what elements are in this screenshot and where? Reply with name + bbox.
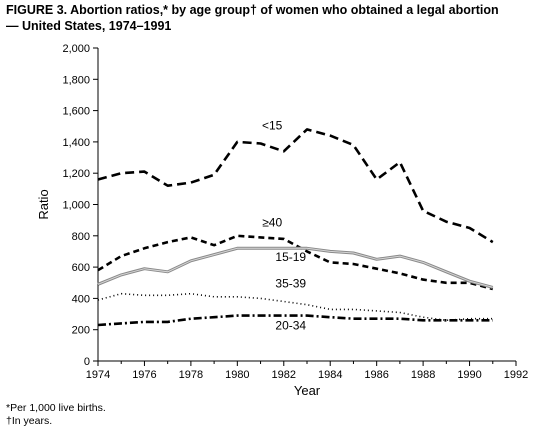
x-tick-label: 1990 (457, 369, 481, 381)
figure-title: FIGURE 3. Abortion ratios,* by age group… (6, 2, 546, 34)
y-tick-label: 1,600 (62, 106, 90, 118)
y-tick-label: 400 (72, 293, 90, 305)
x-tick-label: 1992 (504, 369, 528, 381)
x-tick-label: 1980 (225, 369, 249, 381)
chart-series (97, 128, 494, 327)
x-tick-label: 1976 (132, 369, 156, 381)
footnotes: *Per 1,000 live births. †In years. (6, 402, 106, 428)
x-tick-label: 1986 (364, 369, 388, 381)
y-tick-label: 200 (72, 325, 90, 337)
y-tick-label: 0 (84, 356, 90, 368)
y-tick-label: 800 (72, 231, 90, 243)
y-tick-label: 600 (72, 262, 90, 274)
figure-title-line-2: — United States, 1974–1991 (6, 19, 172, 33)
footnote-per-1000: *Per 1,000 live births. (6, 402, 106, 414)
series-labels: <15 ≥40 15-19 35-39 20-34 (262, 118, 306, 332)
series-label-2: 15-19 (275, 250, 306, 264)
x-tick-label: 1988 (411, 369, 435, 381)
footnote-in-years: †In years. (6, 415, 53, 427)
y-tick-label: 1,000 (62, 200, 90, 212)
series-line-2-inner (97, 247, 493, 288)
series-label-1: ≥40 (262, 215, 282, 229)
y-axis-label: Ratio (36, 189, 51, 219)
x-tick-label: 1974 (86, 369, 110, 381)
y-tick-label: 1,200 (62, 168, 90, 180)
y-tick-label: 1,400 (62, 137, 90, 149)
series-label-0: <15 (262, 118, 283, 132)
x-tick-label: 1982 (272, 369, 296, 381)
series-line-1 (97, 234, 494, 291)
y-tick-label: 2,000 (62, 43, 90, 55)
series-label-3: 35-39 (275, 276, 306, 290)
chart-axes: 0 200 400 600 800 1,000 1,200 1,400 1,600 1,800 2,… (36, 43, 528, 398)
x-tick-label: 1978 (179, 369, 203, 381)
series-label-4: 20-34 (275, 319, 306, 333)
y-tick-label: 1,800 (62, 74, 90, 86)
figure-title-line-1: FIGURE 3. Abortion ratios,* by age group… (6, 3, 499, 17)
series-line-0 (97, 128, 494, 244)
series-line-4 (97, 314, 493, 327)
x-tick-label: 1984 (318, 369, 342, 381)
x-axis-label: Year (294, 383, 321, 398)
